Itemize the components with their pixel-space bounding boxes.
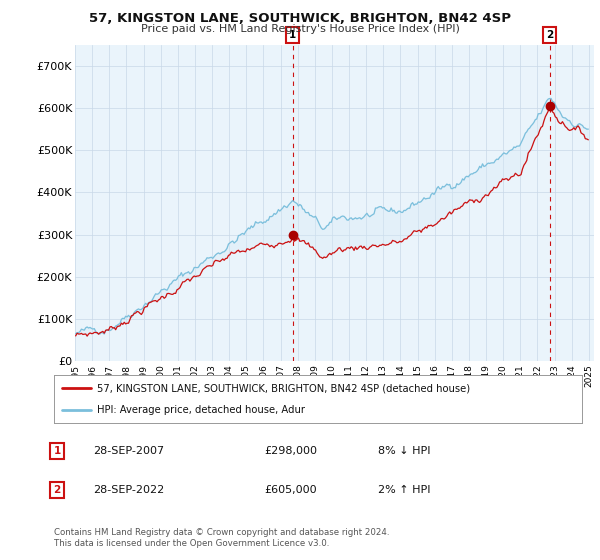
Text: HPI: Average price, detached house, Adur: HPI: Average price, detached house, Adur: [97, 405, 305, 415]
Text: £298,000: £298,000: [264, 446, 317, 456]
Text: 28-SEP-2022: 28-SEP-2022: [93, 485, 164, 495]
Text: 1: 1: [53, 446, 61, 456]
Text: 57, KINGSTON LANE, SOUTHWICK, BRIGHTON, BN42 4SP (detached house): 57, KINGSTON LANE, SOUTHWICK, BRIGHTON, …: [97, 383, 470, 393]
Text: 2: 2: [546, 30, 553, 40]
Text: 2: 2: [53, 485, 61, 495]
Text: 57, KINGSTON LANE, SOUTHWICK, BRIGHTON, BN42 4SP: 57, KINGSTON LANE, SOUTHWICK, BRIGHTON, …: [89, 12, 511, 25]
Text: Price paid vs. HM Land Registry's House Price Index (HPI): Price paid vs. HM Land Registry's House …: [140, 24, 460, 34]
Text: Contains HM Land Registry data © Crown copyright and database right 2024.
This d: Contains HM Land Registry data © Crown c…: [54, 528, 389, 548]
Text: 2% ↑ HPI: 2% ↑ HPI: [378, 485, 431, 495]
Text: 8% ↓ HPI: 8% ↓ HPI: [378, 446, 431, 456]
Text: 1: 1: [289, 30, 296, 40]
Text: £605,000: £605,000: [264, 485, 317, 495]
Text: 28-SEP-2007: 28-SEP-2007: [93, 446, 164, 456]
